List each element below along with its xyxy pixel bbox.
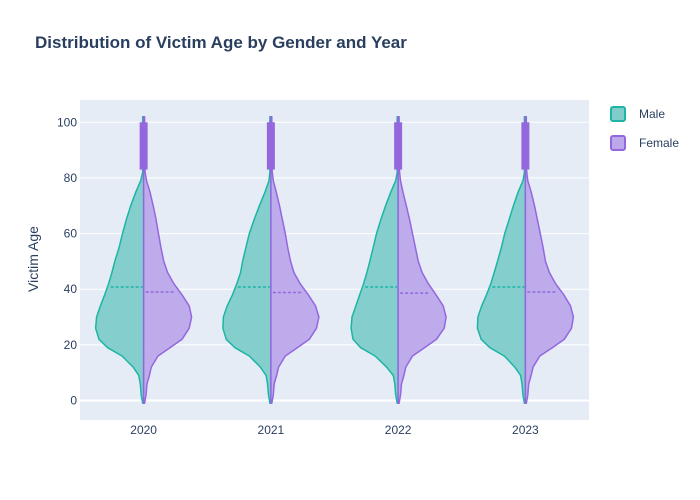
violins	[94, 115, 575, 405]
y-tick-label: 100	[57, 115, 77, 129]
x-tick-label: 2020	[130, 423, 157, 437]
y-tick-labels: 0 20 40 60 80 100	[57, 115, 77, 407]
y-tick-label: 60	[64, 227, 78, 241]
outlier-band-male-2023	[521, 122, 526, 170]
legend-swatch	[610, 106, 626, 122]
legend[interactable]: Male Female	[610, 106, 679, 151]
legend-label: Male	[639, 107, 665, 121]
y-tick-label: 40	[64, 282, 78, 296]
chart-title: Distribution of Victim Age by Gender and…	[35, 33, 407, 52]
outlier-band-female-2020	[143, 122, 148, 170]
outlier-band-male-2020	[139, 122, 144, 170]
outlier-band-female-2022	[398, 122, 403, 170]
x-tick-labels: 2020 2021 2022 2023	[130, 423, 539, 437]
x-tick-label: 2021	[258, 423, 285, 437]
legend-label: Female	[639, 136, 679, 150]
y-tick-label: 0	[70, 394, 77, 408]
y-axis-title: Victim Age	[25, 226, 41, 292]
x-tick-label: 2022	[385, 423, 412, 437]
legend-item-male[interactable]: Male	[610, 106, 665, 122]
outlier-band-male-2022	[394, 122, 399, 170]
legend-item-female[interactable]: Female	[610, 135, 679, 151]
outlier-band-female-2023	[525, 122, 530, 170]
y-tick-label: 20	[64, 338, 78, 352]
y-tick-label: 80	[64, 171, 78, 185]
x-tick-label: 2023	[512, 423, 539, 437]
legend-swatch	[610, 135, 626, 151]
outlier-band-male-2021	[266, 122, 271, 170]
outlier-band-female-2021	[270, 122, 275, 170]
